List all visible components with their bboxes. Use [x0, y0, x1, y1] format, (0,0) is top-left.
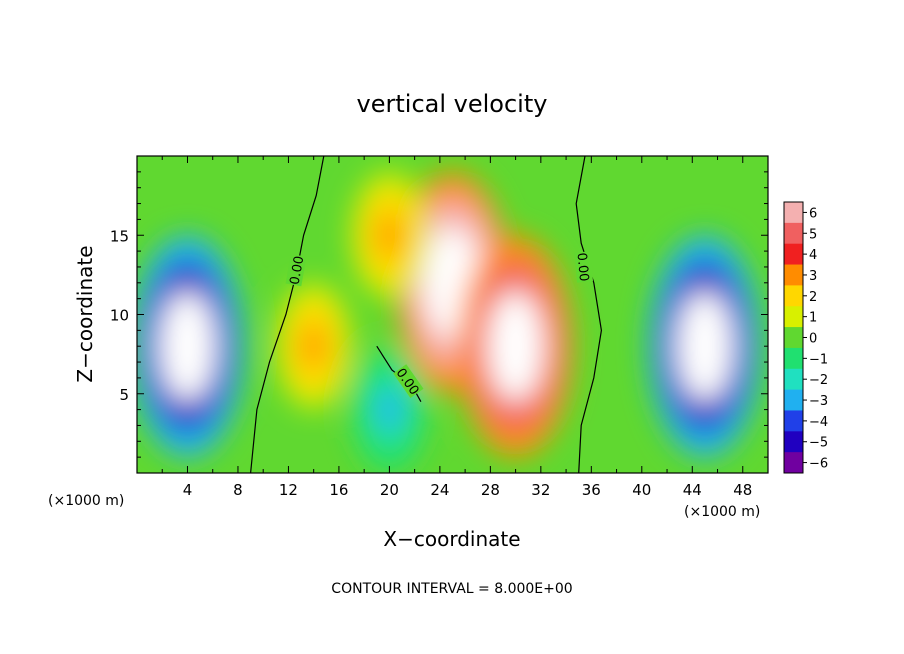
field-blob-0-3 [435, 249, 470, 317]
colorbar-label-4: 2 [809, 290, 817, 305]
colorbar-swatch-2 [784, 243, 803, 266]
field-blob-6-3 [378, 390, 401, 429]
colorbar-label-12: −6 [809, 457, 828, 472]
colorbar-swatch-12 [784, 452, 803, 474]
x-tick-label-3: 16 [329, 481, 348, 499]
colorbar-swatch-7 [784, 347, 803, 370]
colorbar-label-8: −2 [809, 373, 828, 388]
colorbar-swatch-1 [784, 222, 803, 245]
contour-label-bg-0 [285, 253, 307, 287]
colorbar-label-2: 4 [809, 248, 817, 263]
field-blob-3-3 [302, 327, 326, 366]
y-axis-label: Z−coordinate [73, 245, 97, 382]
colorbar-swatch-8 [784, 368, 803, 391]
colorbar: 6 5 4 3 2 1 0 −1 −2 −3 −4 −5 −6 [783, 201, 828, 474]
contour-label-1: 0.00 [574, 252, 591, 282]
colorbar-swatch-6 [784, 327, 803, 349]
x-unit-label: (×1000 m) [684, 504, 760, 520]
colorbar-swatch-10 [784, 410, 803, 432]
colorbar-swatch-0 [784, 202, 803, 224]
contour-label-0: 0.00 [288, 255, 308, 286]
colorbar-swatch-4 [784, 285, 803, 307]
y-tick-label-0: 5 [119, 386, 129, 404]
colorbar-label-1: 5 [809, 227, 817, 242]
colorbar-swatch-9 [784, 389, 803, 411]
colorbar-label-5: 1 [809, 311, 817, 326]
zero-contour-1 [575, 156, 603, 473]
field-blob-5-3 [687, 312, 722, 380]
x-tick-label-5: 24 [430, 481, 449, 499]
y-unit-label: (×1000 m) [48, 493, 124, 509]
colorbar-label-11: −5 [809, 436, 828, 451]
x-axis-ticks: 4 8 12 16 20 24 28 32 36 40 44 48 [161, 156, 752, 499]
y-tick-label-2: 15 [110, 227, 129, 245]
zero-contour-0 [250, 156, 325, 473]
colorbar-swatch-3 [784, 264, 803, 286]
colorbar-swatch-11 [784, 431, 803, 453]
field-blob-1-3 [498, 312, 533, 380]
x-tick-label-7: 32 [531, 481, 550, 499]
colorbar-label-6: 0 [809, 332, 817, 347]
x-tick-label-10: 44 [683, 481, 702, 499]
colorbar-label-7: −1 [809, 352, 828, 367]
contour-label-bg-1 [574, 251, 594, 283]
contour-label-bg-2 [393, 364, 424, 398]
x-tick-label-9: 40 [632, 481, 651, 499]
y-axis-ticks: 5 10 15 [110, 171, 768, 458]
x-tick-label-8: 36 [582, 481, 601, 499]
field-blob-2-3 [378, 216, 401, 255]
y-tick-label-1: 10 [110, 307, 129, 325]
x-tick-label-6: 28 [481, 481, 500, 499]
x-tick-label-0: 4 [183, 481, 193, 499]
colorbar-swatch-5 [784, 306, 803, 328]
chart-title: vertical velocity [357, 90, 548, 118]
x-tick-label-1: 8 [233, 481, 243, 499]
field-blob-4-3 [170, 312, 205, 380]
colorbar-label-0: 6 [809, 206, 817, 221]
colorbar-label-10: −4 [809, 415, 828, 430]
x-tick-label-11: 48 [733, 481, 752, 499]
colorbar-label-9: −3 [809, 394, 828, 409]
velocity-field [137, 171, 762, 473]
x-axis-label: X−coordinate [383, 527, 520, 551]
x-tick-label-4: 20 [380, 481, 399, 499]
contour-interval-note: CONTOUR INTERVAL = 8.000E+00 [331, 581, 572, 597]
x-tick-label-2: 12 [279, 481, 298, 499]
colorbar-label-3: 3 [809, 269, 817, 284]
